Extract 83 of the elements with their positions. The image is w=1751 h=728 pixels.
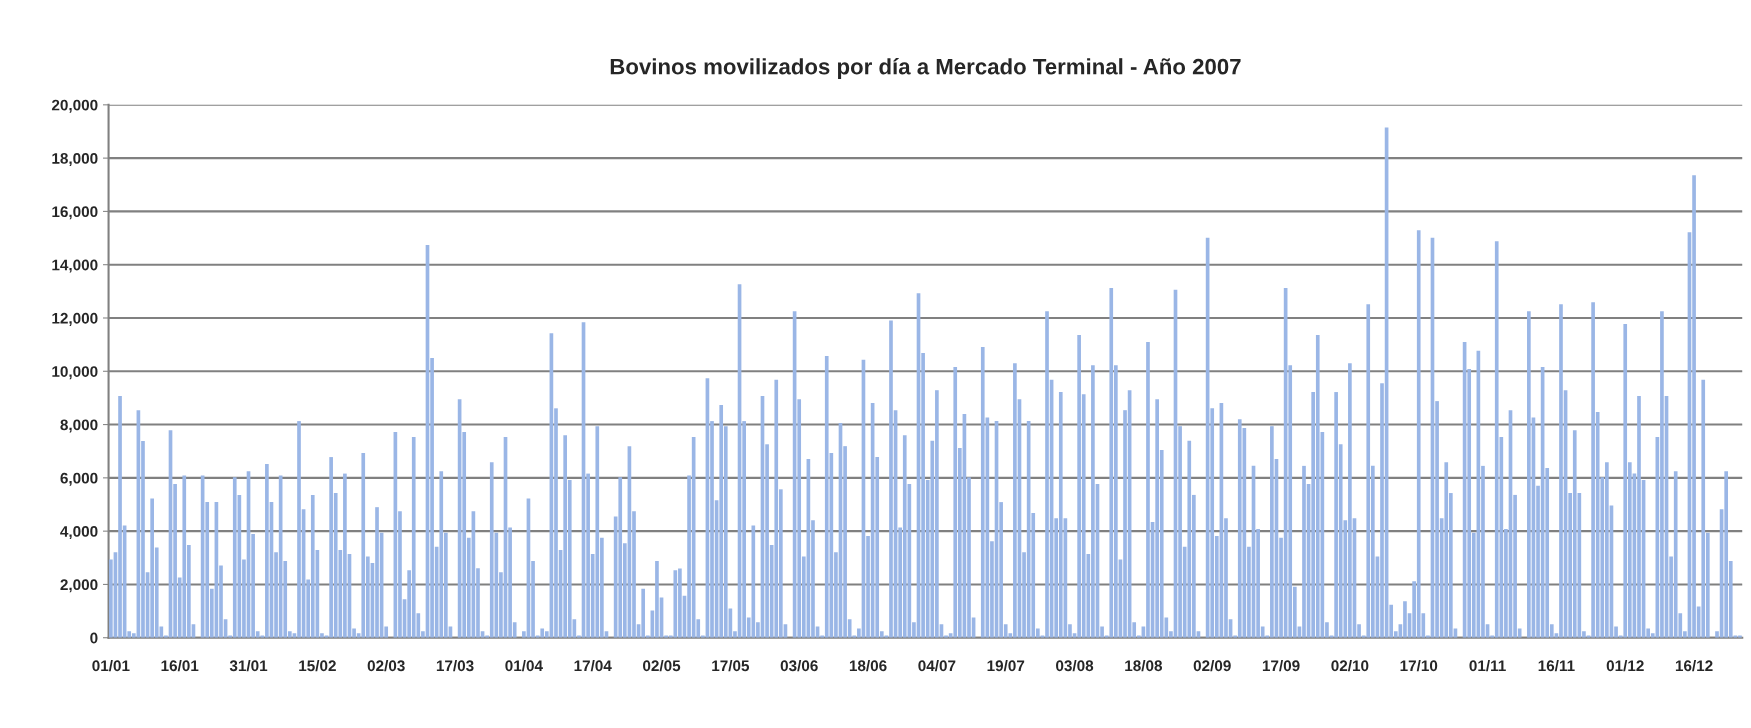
bar — [1673, 471, 1678, 638]
x-tick-label: 02/09 — [1193, 659, 1231, 672]
bar — [953, 367, 958, 638]
x-tick-label: 03/06 — [780, 659, 818, 672]
bar — [1146, 341, 1150, 638]
bar — [751, 525, 756, 638]
x-tick-label: 17/10 — [1400, 659, 1438, 672]
bar — [641, 588, 646, 638]
bar — [1692, 175, 1696, 638]
y-tick-label: 14,000 — [52, 259, 98, 273]
bar — [1058, 392, 1063, 638]
x-tick-label: 31/01 — [229, 659, 268, 672]
x-tick-label: 16/11 — [1538, 659, 1575, 672]
bar — [1660, 311, 1664, 638]
y-tick-label: 6,000 — [60, 472, 98, 486]
bar — [1302, 465, 1306, 638]
bar — [1527, 311, 1531, 638]
bar — [489, 462, 494, 638]
x-tick-label: 02/03 — [367, 659, 405, 672]
bar — [655, 560, 659, 638]
y-tick-label: 18,000 — [52, 152, 98, 167]
bar — [618, 477, 623, 638]
bar — [411, 437, 416, 638]
bar — [118, 396, 122, 638]
bar — [361, 453, 366, 638]
y-tick-label: 4,000 — [60, 526, 98, 540]
x-tick-label: 01/12 — [1606, 659, 1644, 672]
bar — [232, 477, 237, 638]
bar — [310, 494, 315, 638]
bar — [1366, 304, 1371, 638]
bar — [1444, 462, 1449, 638]
x-tick-label: 01/04 — [505, 659, 543, 672]
y-tick-label: 8,000 — [60, 419, 98, 433]
bar — [1416, 230, 1421, 638]
bar — [889, 320, 893, 638]
bar — [1637, 396, 1641, 638]
x-tick-label: 17/09 — [1262, 659, 1300, 672]
bar — [540, 628, 545, 638]
x-tick-label: 17/03 — [436, 659, 474, 672]
bar — [1045, 311, 1049, 638]
x-tick-label: 16/01 — [161, 659, 199, 672]
bar — [375, 507, 379, 638]
x-tick-label: 17/04 — [574, 659, 612, 672]
bar — [1403, 601, 1407, 638]
bar — [1623, 324, 1628, 638]
bar — [595, 426, 600, 638]
x-tick-label: 02/05 — [643, 659, 681, 672]
x-tick-label: 03/08 — [1056, 659, 1094, 672]
bar — [774, 379, 779, 638]
x-tick-label: 18/08 — [1125, 659, 1163, 672]
x-tick-label: 18/06 — [849, 659, 887, 672]
bar — [297, 421, 301, 638]
bar — [1572, 430, 1577, 638]
bar — [1559, 304, 1563, 638]
y-tick-label: 2,000 — [60, 579, 98, 593]
bar — [980, 347, 985, 638]
y-tick-label: 16,000 — [52, 206, 98, 220]
y-tick-label: 0 — [90, 632, 98, 644]
bar — [824, 356, 829, 638]
y-tick-label: 10,000 — [52, 366, 98, 380]
bar — [1701, 379, 1706, 638]
x-tick-label: 17/05 — [712, 659, 750, 672]
bar — [673, 570, 678, 638]
chart-title: Bovinos movilizados por día a Mercado Terminal - Año 2007 — [610, 57, 1241, 79]
x-tick-label: 04/07 — [918, 659, 956, 672]
y-tick-label: 20,000 — [51, 99, 98, 113]
x-tick-label: 02/10 — [1331, 659, 1369, 672]
bar — [902, 435, 907, 638]
y-tick-label: 12,000 — [52, 312, 98, 326]
bar — [1494, 241, 1499, 638]
x-tick-label: 19/07 — [987, 659, 1025, 672]
bar — [1187, 440, 1192, 638]
bar — [1724, 471, 1729, 638]
bar — [439, 471, 444, 638]
bar — [719, 405, 724, 638]
bar — [1315, 335, 1320, 638]
x-tick-label: 01/01 — [92, 659, 130, 672]
x-tick-label: 16/12 — [1675, 659, 1713, 672]
bar — [182, 475, 187, 638]
bar — [1237, 419, 1242, 638]
x-tick-label: 15/02 — [299, 659, 336, 672]
bar — [1109, 287, 1114, 638]
x-tick-label: 01/11 — [1469, 659, 1506, 672]
